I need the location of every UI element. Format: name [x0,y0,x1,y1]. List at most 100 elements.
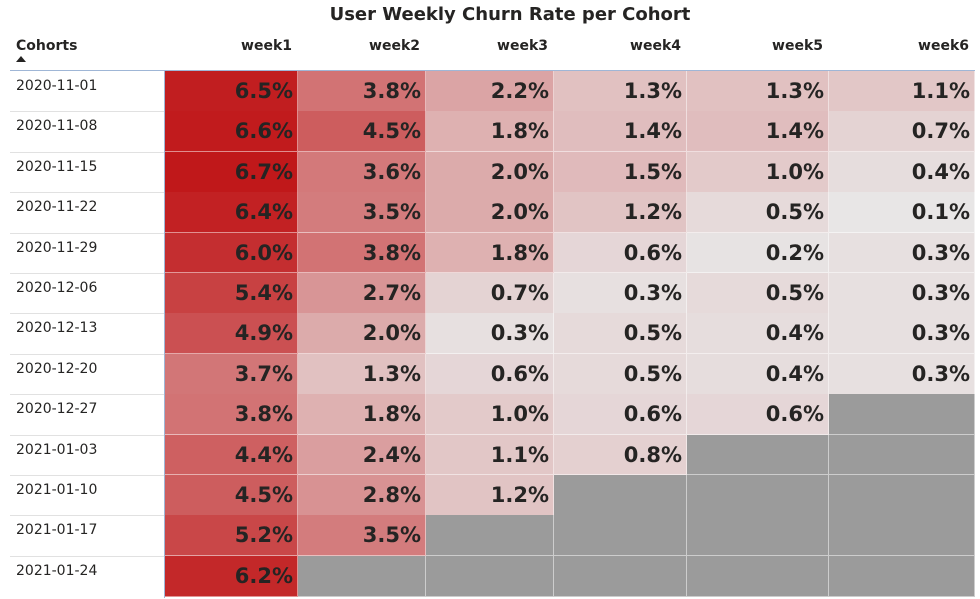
heatmap-cell: 0.7% [426,273,554,314]
heatmap-cell: 1.1% [426,434,554,476]
heatmap-cell: 2.2% [426,71,554,112]
heatmap-cell: 4.5% [165,475,298,516]
heatmap-cell: 4.5% [298,111,426,153]
column-header-week3[interactable]: week3 [497,38,548,54]
cohort-label: 2020-11-01 [16,78,98,94]
heatmap-cell: 0.3% [829,313,975,355]
row-separator [10,475,164,476]
empty-cell [829,515,975,557]
heatmap-cell: 2.8% [298,475,426,516]
empty-cell [687,434,829,476]
heatmap-cell: 0.8% [554,434,687,476]
heatmap-cell: 0.7% [829,111,975,153]
heatmap-cell: 1.2% [554,192,687,234]
heatmap-cell: 1.0% [687,151,829,193]
heatmap-cell: 3.8% [165,394,298,436]
heatmap-cell: 1.4% [687,111,829,153]
row-separator [10,434,164,436]
heatmap-cell: 6.0% [165,232,298,274]
cohort-label: 2020-12-06 [16,280,98,296]
heatmap-cell: 1.3% [298,353,426,395]
heatmap-cell: 0.3% [829,273,975,314]
heatmap-cell: 1.1% [829,71,975,112]
heatmap-cell: 2.7% [298,273,426,314]
column-header-week4[interactable]: week4 [630,38,681,54]
heatmap-cell: 0.3% [426,313,554,355]
heatmap-cell: 0.5% [554,313,687,355]
row-separator [10,151,164,153]
empty-cell [829,394,975,436]
heatmap-cell: 0.6% [554,394,687,436]
header-divider [10,70,975,71]
row-header-divider [164,70,165,598]
heatmap-cell: 0.1% [829,192,975,234]
heatmap-cell: 0.3% [829,353,975,395]
row-separator [10,273,164,274]
cohort-label: 2021-01-10 [16,482,98,498]
column-header-week6[interactable]: week6 [918,38,969,54]
row-separator [10,192,164,194]
row-separator [10,111,164,113]
heatmap-cell: 2.0% [426,192,554,234]
column-header-week2[interactable]: week2 [369,38,420,54]
cohort-label: 2020-11-22 [16,199,98,216]
heatmap-cell: 6.5% [165,71,298,112]
heatmap-cell: 5.2% [165,515,298,557]
cohort-label: 2020-12-13 [16,320,98,337]
cohort-label: 2020-11-29 [16,239,98,256]
heatmap-cell: 3.8% [298,232,426,274]
empty-cell [687,475,829,516]
cohort-label: 2021-01-17 [16,522,98,539]
cohort-label: 2020-11-15 [16,158,98,175]
heatmap-cell: 1.0% [426,394,554,436]
heatmap-cell: 1.5% [554,151,687,193]
empty-cell [829,434,975,476]
cohort-label: 2020-12-27 [16,401,98,418]
heatmap-cell: 6.6% [165,111,298,153]
heatmap-cell: 1.3% [554,71,687,112]
heatmap-cell: 0.6% [687,394,829,436]
row-separator [10,515,164,517]
empty-cell [554,515,687,557]
empty-cell [829,475,975,516]
row-separator [10,313,164,315]
heatmap-cell: 0.4% [687,353,829,395]
heatmap-cell: 0.2% [687,232,829,274]
heatmap-cell: 3.5% [298,192,426,234]
empty-cell [554,555,687,597]
cohort-label: 2020-12-20 [16,360,98,377]
column-header-week1[interactable]: week1 [241,38,292,54]
heatmap-cell: 0.6% [554,232,687,274]
empty-cell [687,555,829,597]
row-separator [10,555,164,557]
heatmap-cell: 5.4% [165,273,298,314]
heatmap-cell: 1.8% [298,394,426,436]
empty-cell [426,515,554,557]
chart-title: User Weekly Churn Rate per Cohort [329,4,691,25]
heatmap-cell: 0.3% [554,273,687,314]
heatmap-cell: 6.2% [165,555,298,597]
heatmap-cell: 6.4% [165,192,298,234]
cohort-label: 2021-01-03 [16,441,98,458]
heatmap-cell: 6.7% [165,151,298,193]
column-header-week5[interactable]: week5 [772,38,823,54]
heatmap-cell: 2.0% [426,151,554,193]
heatmap-cell: 0.4% [829,151,975,193]
heatmap-cell: 4.4% [165,434,298,476]
heatmap-cell: 1.2% [426,475,554,516]
sort-ascending-icon [16,56,26,62]
heatmap-cell: 3.7% [165,353,298,395]
heatmap-cell: 0.5% [554,353,687,395]
cohort-label: 2021-01-24 [16,562,98,579]
cohorts-header[interactable]: Cohorts [16,36,156,70]
heatmap-cell: 0.5% [687,192,829,234]
heatmap-cell: 2.0% [298,313,426,355]
cohort-label: 2020-11-08 [16,118,98,135]
empty-cell [687,515,829,557]
empty-cell [426,555,554,597]
heatmap-cell: 3.6% [298,151,426,193]
cohorts-header-label: Cohorts [16,38,78,54]
heatmap-cell: 0.6% [426,353,554,395]
heatmap-cell: 1.8% [426,232,554,274]
heatmap-cell: 0.3% [829,232,975,274]
